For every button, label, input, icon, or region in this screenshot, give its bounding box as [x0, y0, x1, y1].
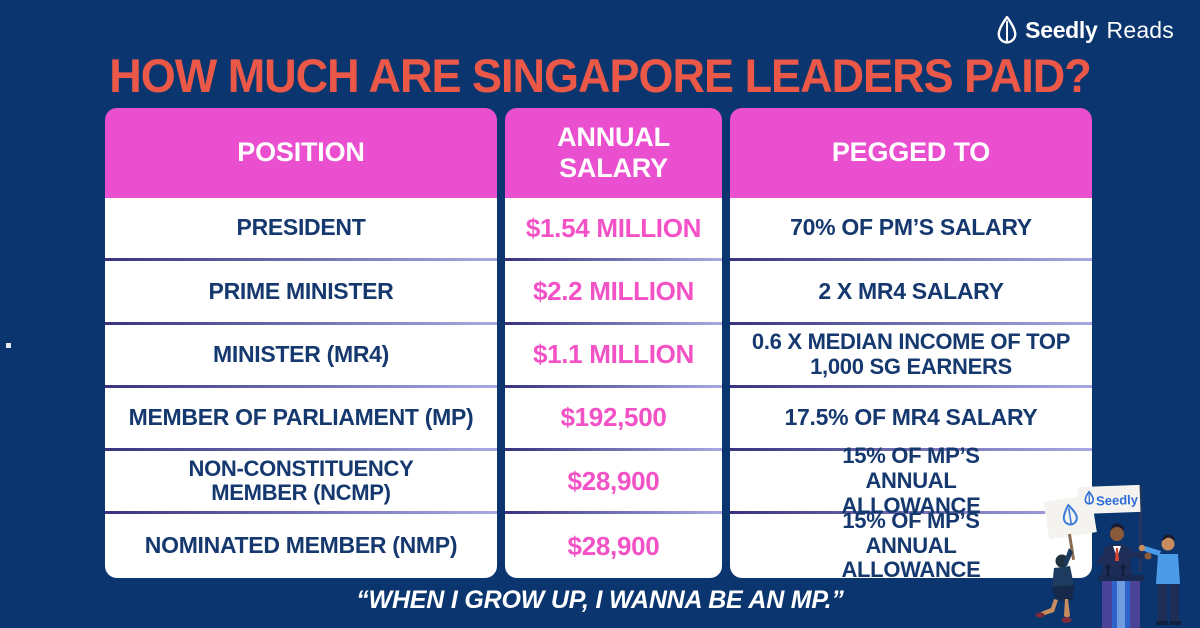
brand-logo: Seedly Reads [996, 16, 1174, 44]
microphone-stem-2 [1122, 568, 1124, 576]
cell-pegged-nmp: 15% OF MP’S ANNUAL ALLOWANCE [730, 508, 1092, 582]
cell-salary-nmp: $28,900 [505, 514, 722, 578]
podium-top [1098, 575, 1144, 581]
microphone-2 [1120, 564, 1126, 570]
woman-shoe-2 [1035, 612, 1045, 618]
cell-salary-prime-minister: $2.2 MILLION [505, 261, 722, 325]
podium-front-stripe [1117, 581, 1125, 628]
column-header-annual-salary: ANNUAL SALARY [505, 108, 722, 198]
man-hair [1162, 534, 1175, 541]
woman-skirt [1052, 585, 1075, 601]
column-pegged-to: PEGGED TO 70% OF PM’S SALARY 2 X MR4 SAL… [730, 108, 1092, 582]
seedly-flag: Seedly [1077, 484, 1142, 572]
podium [1098, 564, 1144, 628]
woman-leg [1064, 599, 1070, 618]
cell-position-president: PRESIDENT [105, 198, 497, 262]
woman-shoe [1061, 617, 1072, 623]
speaker-arm-left [1096, 550, 1108, 565]
decorative-dot [6, 343, 11, 348]
woman-blazer [1052, 566, 1074, 588]
cell-position-nmp: NOMINATED MEMBER (NMP) [105, 514, 497, 578]
illustration-campaign-scene: Seedly [1035, 484, 1181, 628]
cell-salary-minister: $1.1 MILLION [505, 324, 722, 388]
cell-position-prime-minister: PRIME MINISTER [105, 261, 497, 325]
man-shirt [1156, 554, 1180, 584]
speaker-head [1110, 527, 1124, 541]
page-title: HOW MUCH ARE SINGAPORE LEADERS PAID? [109, 48, 1092, 103]
cell-position-minister: MINISTER (MR4) [105, 324, 497, 388]
man-arm-to-pole [1144, 546, 1161, 556]
cell-pegged-ncmp: 15% OF MP’S ANNUAL ALLOWANCE [730, 444, 1092, 518]
column-annual-salary: ANNUAL SALARY $1.54 MILLION $2.2 MILLION… [505, 108, 722, 578]
microphone-stem [1107, 568, 1109, 576]
man-hand [1138, 544, 1146, 552]
column-position: POSITION PRESIDENT PRIME MINISTER MINIST… [105, 108, 497, 578]
caption-quote: “WHEN I GROW UP, I WANNA BE AN MP.” [356, 586, 844, 614]
placard-stick [1067, 533, 1076, 560]
man-leg-left [1158, 584, 1167, 622]
speaker-hair [1110, 523, 1125, 531]
man-shoe-right [1169, 621, 1181, 625]
jumping-woman [1035, 548, 1075, 623]
placard-droplet-icon [1062, 503, 1078, 526]
podium-speaker [1096, 523, 1152, 579]
cell-salary-mp: $192,500 [505, 387, 722, 452]
column-header-pegged-to: PEGGED TO [730, 108, 1092, 198]
cell-pegged-mp: 17.5% OF MR4 SALARY [730, 387, 1092, 452]
flag-banner [1077, 484, 1141, 515]
cell-position-mp: MEMBER OF PARLIAMENT (MP) [105, 387, 497, 452]
column-header-position: POSITION [105, 108, 497, 198]
speaker-tie [1115, 548, 1119, 561]
speaker-hand [1144, 552, 1152, 560]
seedly-droplet-icon [997, 16, 1017, 44]
flag-droplet-icon [1084, 490, 1095, 505]
man-leg-right [1170, 584, 1179, 622]
salary-table: POSITION PRESIDENT PRIME MINISTER MINIST… [105, 108, 1092, 582]
flag-label: Seedly [1096, 492, 1139, 508]
cell-pegged-minister: 0.6 X MEDIAN INCOME OF TOP 1,000 SG EARN… [730, 324, 1092, 388]
microphone [1105, 564, 1111, 570]
flag-pole [1139, 486, 1142, 572]
cell-pegged-prime-minister: 2 X MR4 SALARY [730, 261, 1092, 325]
woman-arm-raised [1063, 548, 1073, 566]
cell-position-ncmp: NON-CONSTITUENCY MEMBER (NCMP) [105, 451, 497, 515]
cell-salary-president: $1.54 MILLION [505, 198, 722, 262]
man-shoe-left [1156, 621, 1168, 625]
flag-holder-man [1138, 534, 1181, 625]
brand-suffix: Reads [1106, 16, 1174, 43]
speaker-suit [1102, 544, 1132, 579]
woman-leg-bent [1041, 599, 1058, 616]
man-head [1161, 537, 1175, 551]
brand-name: Seedly [1025, 16, 1098, 43]
cell-pegged-president: 70% OF PM’S SALARY [730, 198, 1092, 262]
speaker-arm [1127, 550, 1146, 559]
cell-salary-ncmp: $28,900 [505, 451, 722, 515]
